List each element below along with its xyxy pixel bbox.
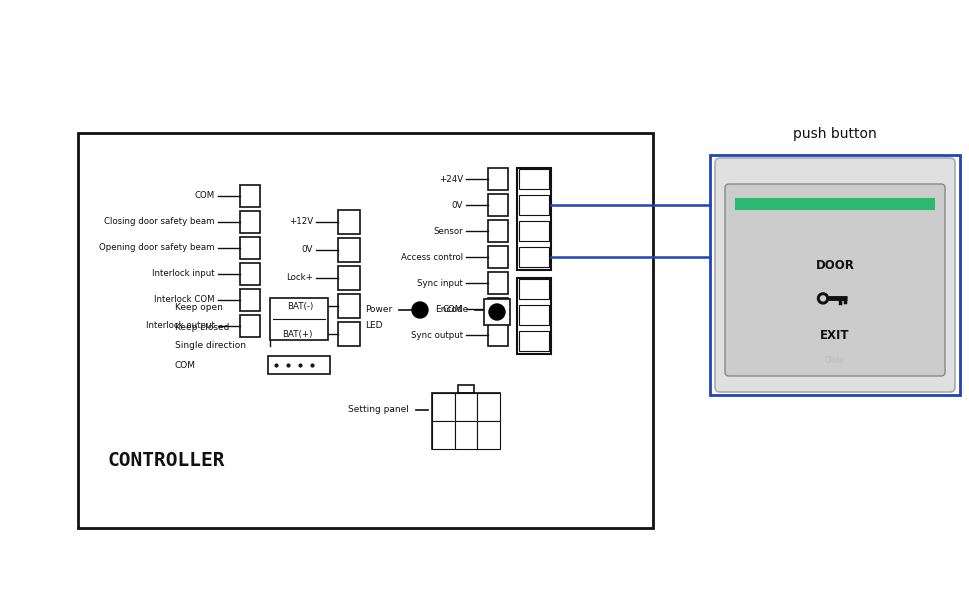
Text: Single direction: Single direction [174, 341, 246, 350]
Bar [337, 322, 359, 346]
Text: Sync input: Sync input [417, 278, 462, 287]
Text: 0V: 0V [452, 200, 462, 209]
Bar [477, 421, 499, 449]
Text: COM: COM [174, 361, 196, 370]
Text: Sync output: Sync output [411, 331, 462, 340]
Text: COM: COM [195, 191, 215, 200]
Bar [239, 289, 260, 311]
Text: BAT(-): BAT(-) [287, 301, 313, 311]
Circle shape [820, 296, 825, 301]
Bar [454, 393, 477, 421]
Bar [487, 220, 508, 242]
Text: Interlock input: Interlock input [152, 269, 215, 278]
Text: Keep closed: Keep closed [174, 323, 229, 331]
Bar [518, 221, 548, 241]
Bar [239, 211, 260, 233]
Bar [239, 237, 260, 259]
Bar [518, 279, 548, 299]
Bar [267, 356, 329, 374]
Bar [487, 194, 508, 216]
Bar [735, 198, 934, 210]
FancyBboxPatch shape [724, 184, 944, 376]
Bar [518, 247, 548, 267]
Bar [487, 324, 508, 346]
Bar [431, 421, 454, 449]
Bar [239, 185, 260, 207]
Bar [454, 421, 477, 449]
Bar [518, 305, 548, 325]
Bar [518, 195, 548, 215]
Bar [269, 298, 328, 340]
Text: Power: Power [364, 305, 391, 314]
Bar [457, 385, 474, 393]
Circle shape [817, 293, 828, 304]
Bar [78, 133, 652, 528]
Bar [484, 299, 510, 325]
Text: LED: LED [364, 320, 382, 329]
Text: Keep open: Keep open [174, 304, 223, 313]
Bar [431, 393, 454, 421]
Text: Encode: Encode [434, 305, 468, 314]
Text: Lock+: Lock+ [286, 274, 313, 283]
Bar [337, 294, 359, 318]
Text: DOOR: DOOR [815, 259, 854, 272]
Bar [518, 331, 548, 351]
Text: COM: COM [442, 304, 462, 313]
FancyBboxPatch shape [714, 158, 954, 392]
Text: CONTROLLER: CONTROLLER [108, 451, 225, 469]
Text: Access control: Access control [400, 253, 462, 262]
Text: Sensor: Sensor [433, 226, 462, 235]
Bar [487, 298, 508, 320]
Bar [487, 246, 508, 268]
Text: Opening door safety beam: Opening door safety beam [100, 244, 215, 253]
Bar [487, 168, 508, 190]
Bar [518, 169, 548, 189]
Text: push button: push button [793, 127, 876, 141]
Text: BAT(+): BAT(+) [282, 329, 313, 338]
Bar [337, 266, 359, 290]
Bar [239, 263, 260, 285]
Text: EXIT: EXIT [820, 329, 849, 342]
Bar [709, 155, 959, 395]
Text: Closing door safety beam: Closing door safety beam [105, 217, 215, 226]
Bar [516, 278, 550, 354]
Bar [337, 210, 359, 234]
Text: Interlock output: Interlock output [146, 322, 215, 331]
Circle shape [488, 304, 505, 320]
Bar [487, 272, 508, 294]
Bar [239, 315, 260, 337]
Text: Setting panel: Setting panel [348, 406, 409, 415]
Bar [337, 238, 359, 262]
Text: +12V: +12V [289, 217, 313, 226]
Text: Olide: Olide [825, 356, 844, 365]
Text: Interlock COM: Interlock COM [154, 295, 215, 304]
Bar [516, 168, 550, 270]
Bar [477, 393, 499, 421]
Circle shape [412, 302, 427, 318]
Text: +24V: +24V [438, 175, 462, 184]
Bar [431, 393, 499, 449]
Text: 0V: 0V [301, 245, 313, 254]
